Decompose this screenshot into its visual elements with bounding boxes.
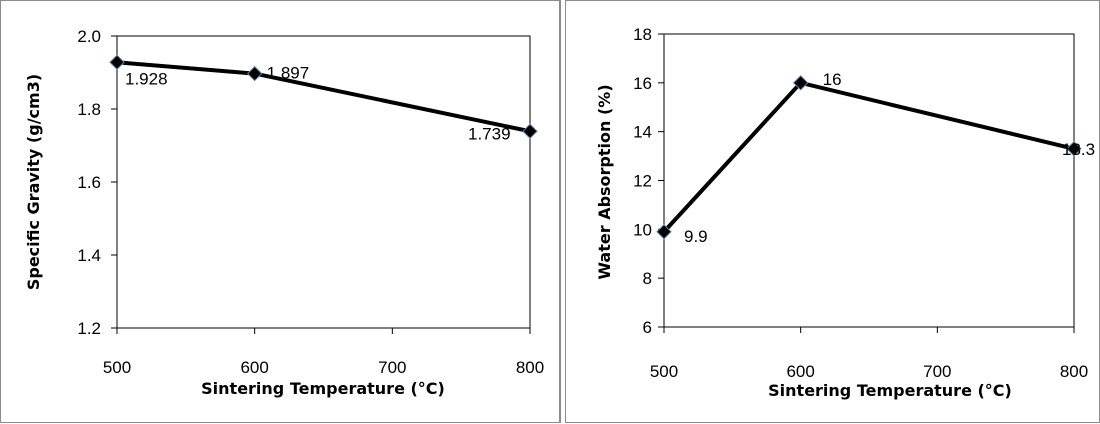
- chart-panel-specific-gravity: 1.2 1.4 1.6 1.8 2.0 500 600 700 800 1.928 1.897 1.7…: [0, 0, 561, 423]
- sg-data-point: [109, 54, 125, 70]
- wa-plot-area: [663, 33, 1075, 328]
- sg-x-tick-label: 500: [103, 358, 131, 377]
- wa-data-point: [1066, 141, 1082, 157]
- wa-y-tick-label: 6: [643, 318, 652, 337]
- wa-y-tick-label: 14: [633, 123, 652, 142]
- sg-plot-area: [116, 35, 531, 329]
- sg-data-point: [522, 123, 538, 139]
- sg-x-tick-label: 800: [516, 358, 544, 377]
- sg-y-tick-label: 1.2: [77, 319, 101, 338]
- chart-specific-gravity: 1.2 1.4 1.6 1.8 2.0 500 600 700 800 1.928 1.897 1.7…: [24, 27, 544, 398]
- chart-panel-water-absorption: 6 8 10 12 14 16 18 500 600 700 800 9.9 16 13.3 Water A…: [565, 0, 1100, 423]
- wa-x-tick-label: 700: [923, 362, 951, 381]
- sg-data-label: 1.897: [267, 64, 310, 83]
- wa-x-axis-title: Sintering Temperature (°C): [768, 381, 1012, 400]
- wa-y-tick-label: 10: [633, 220, 652, 239]
- wa-data-point: [656, 224, 672, 240]
- wa-x-tick-label: 800: [1060, 362, 1088, 381]
- wa-data-label: 16: [823, 70, 842, 89]
- sg-series-line: [116, 60, 531, 134]
- wa-series-line: [662, 80, 1075, 234]
- wa-data-label: 13.3: [1062, 140, 1095, 159]
- sg-x-tick-label: 700: [378, 358, 406, 377]
- sg-x-axis-title: Sintering Temperature (°C): [201, 379, 445, 398]
- wa-data-label: 9.9: [684, 227, 708, 246]
- wa-y-axis-title: Water Absorption (%): [595, 84, 614, 279]
- sg-x-tick-label: 600: [240, 358, 268, 377]
- sg-y-tick-label: 1.6: [77, 173, 101, 192]
- wa-x-tick-label: 600: [786, 362, 814, 381]
- sg-y-tick-label: 1.4: [77, 246, 101, 265]
- wa-data-point: [792, 75, 809, 91]
- wa-y-tick-label: 8: [643, 269, 652, 288]
- wa-y-tick-label: 18: [633, 25, 652, 44]
- sg-y-tick-label: 1.8: [77, 100, 101, 119]
- sg-y-axis-title: Specific Gravity (g/cm3): [24, 74, 43, 290]
- wa-y-tick-label: 16: [633, 74, 652, 93]
- wa-x-tick-label: 500: [650, 362, 678, 381]
- sg-y-tick-label: 2.0: [77, 27, 101, 46]
- sg-data-label: 1.928: [125, 69, 168, 88]
- sg-data-point: [246, 65, 263, 82]
- sg-data-label: 1.739: [468, 124, 511, 143]
- wa-y-tick-label: 12: [633, 172, 652, 191]
- chart-water-absorption: 6 8 10 12 14 16 18 500 600 700 800 9.9 16 13.3 Water A…: [595, 25, 1095, 400]
